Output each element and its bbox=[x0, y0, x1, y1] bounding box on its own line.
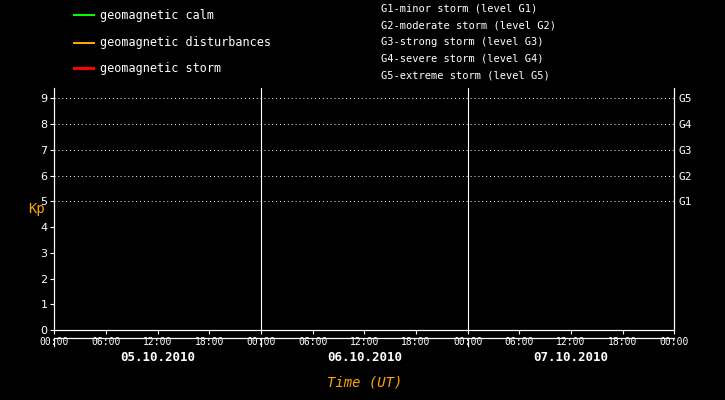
FancyBboxPatch shape bbox=[72, 14, 95, 16]
Text: G5-extreme storm (level G5): G5-extreme storm (level G5) bbox=[381, 71, 550, 81]
Y-axis label: Kp: Kp bbox=[28, 202, 44, 216]
Text: 07.10.2010: 07.10.2010 bbox=[534, 351, 608, 364]
Text: G3-strong storm (level G3): G3-strong storm (level G3) bbox=[381, 37, 543, 47]
FancyBboxPatch shape bbox=[72, 67, 95, 70]
Text: geomagnetic storm: geomagnetic storm bbox=[100, 62, 221, 75]
Text: 06.10.2010: 06.10.2010 bbox=[327, 351, 402, 364]
Text: Time (UT): Time (UT) bbox=[327, 375, 402, 389]
Text: 05.10.2010: 05.10.2010 bbox=[120, 351, 195, 364]
Text: geomagnetic disturbances: geomagnetic disturbances bbox=[100, 36, 271, 49]
FancyBboxPatch shape bbox=[72, 42, 95, 44]
Text: geomagnetic calm: geomagnetic calm bbox=[100, 9, 214, 22]
Text: G4-severe storm (level G4): G4-severe storm (level G4) bbox=[381, 54, 543, 64]
Text: G1-minor storm (level G1): G1-minor storm (level G1) bbox=[381, 4, 537, 14]
Text: G2-moderate storm (level G2): G2-moderate storm (level G2) bbox=[381, 20, 555, 30]
